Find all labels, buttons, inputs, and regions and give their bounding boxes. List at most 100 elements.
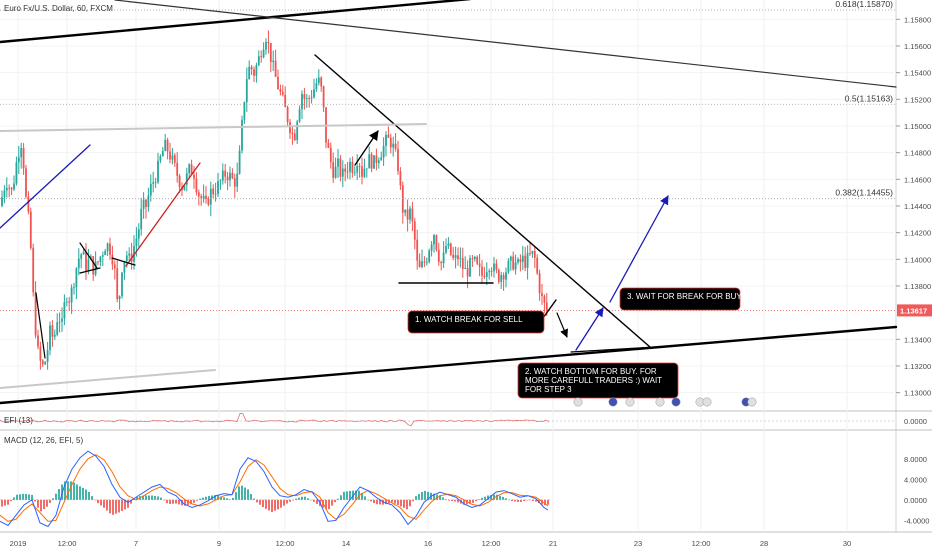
macd-hist-bar	[253, 498, 255, 500]
macd-hist-bar	[385, 499, 387, 505]
macd-hist-bar	[499, 495, 501, 500]
x-tick-label: 21	[549, 539, 557, 548]
gray-support-line	[0, 369, 216, 389]
candle-body	[308, 98, 311, 99]
candle-body	[123, 261, 126, 273]
macd-hist-bar	[502, 496, 504, 500]
y-tick-label: 1.15000	[904, 122, 931, 131]
macd-hist-bar	[193, 499, 195, 503]
note-step2-bg	[517, 362, 679, 399]
candle-body	[37, 335, 39, 347]
candle-body	[346, 171, 349, 173]
red-trend-line	[125, 162, 201, 267]
macd-hist-bar	[451, 499, 453, 502]
candle-body	[214, 193, 217, 195]
efi-title: EFI (13)	[4, 416, 33, 425]
macd-hist-bar	[166, 499, 168, 504]
macd-hist-bar	[376, 499, 378, 505]
macd-hist-bar	[1, 499, 3, 507]
macd-hist-bar	[541, 499, 543, 505]
candle-body	[310, 97, 313, 99]
candle-body	[58, 321, 61, 323]
macd-hist-bar	[100, 499, 102, 506]
y-tick-label: 1.14200	[904, 229, 931, 238]
macd-hist-bar	[511, 499, 513, 502]
candle-body	[435, 235, 438, 250]
candle-body	[409, 208, 411, 220]
macd-hist-bar	[148, 495, 150, 500]
candle-body	[452, 254, 455, 258]
candle-body	[382, 145, 385, 158]
macd-hist-bar	[106, 499, 108, 511]
candle-body	[447, 243, 450, 246]
macd-hist-bar	[304, 496, 306, 500]
macd-hist-bar	[535, 499, 537, 502]
notes: 1. WATCH BREAK FOR SELL 2. WATCH BOTTOM F…	[407, 287, 757, 407]
macd-hist-bar	[28, 494, 30, 500]
candle-body	[243, 102, 246, 120]
candle-body	[397, 148, 399, 172]
candle-body	[320, 77, 323, 87]
macd-hist-bar	[160, 497, 162, 500]
candle-body	[190, 164, 193, 175]
candle-body	[75, 268, 78, 288]
candle-body	[442, 252, 445, 264]
macd-signal-line	[0, 454, 549, 522]
event-flag-icon	[655, 397, 665, 407]
candle-body	[317, 77, 320, 84]
macd-hist-bar	[127, 499, 129, 508]
macd-hist-bar	[118, 499, 120, 513]
candle-body	[293, 133, 296, 141]
candle-body	[195, 178, 198, 193]
candle-body	[39, 346, 42, 361]
candle-body	[363, 168, 366, 177]
candle-body	[327, 142, 330, 148]
macd-hist-bar	[265, 499, 267, 509]
candle-body	[188, 164, 191, 174]
candle-body	[541, 293, 543, 296]
macd-hist-bar	[292, 499, 294, 501]
candle-body	[289, 122, 291, 134]
y-tick-label: 1.15200	[904, 95, 931, 104]
macd-hist-bar	[67, 481, 69, 500]
candle-body	[1, 197, 3, 206]
macd-hist-bar	[16, 494, 18, 500]
macd-hist-bar	[508, 499, 510, 501]
macd-hist-bar	[220, 496, 222, 500]
note-step2-text: 2. WATCH BOTTOM FOR BUY. FOR	[525, 367, 657, 376]
y-tick-label: 1.13400	[904, 335, 931, 344]
macd-hist-bar	[346, 491, 348, 500]
y-tick-label: 1.14000	[904, 255, 931, 264]
candle-body	[483, 275, 486, 278]
candle-body	[265, 41, 267, 50]
candle-body	[20, 148, 23, 158]
candle-body	[51, 325, 54, 337]
candle-body	[99, 256, 102, 263]
drawings: 0.618(1.15870) 0.5(1.15163) 0.382(1.14455)…	[0, 0, 932, 405]
macd-hist-bar	[22, 493, 24, 500]
candle-body	[173, 155, 176, 163]
candle-body	[476, 256, 479, 264]
macd-hist-bar	[454, 499, 456, 502]
candle-body	[137, 229, 140, 239]
macd-hist-bar	[205, 496, 207, 500]
macd-hist-bar	[259, 499, 261, 505]
candle-body	[543, 295, 546, 303]
candle-body	[478, 263, 481, 267]
macd-hist-bar	[334, 499, 336, 503]
candle-body	[524, 255, 527, 268]
fib-label: 0.382(1.14455)	[835, 188, 893, 198]
macd-y-label: -4.0000	[904, 516, 929, 525]
y-tick-label: 1.13200	[904, 362, 931, 371]
macd-hist-bar	[364, 496, 366, 500]
macd-hist-bar	[295, 498, 297, 500]
candle-body	[202, 195, 205, 199]
x-tick-label: 28	[760, 539, 768, 548]
macd-hist-bar	[406, 499, 408, 510]
x-tick-label: 7	[134, 539, 138, 548]
candle-body	[65, 301, 68, 303]
gray-resistance-line	[0, 123, 427, 132]
macd-hist-bar	[517, 499, 519, 502]
candle-body	[421, 261, 423, 268]
